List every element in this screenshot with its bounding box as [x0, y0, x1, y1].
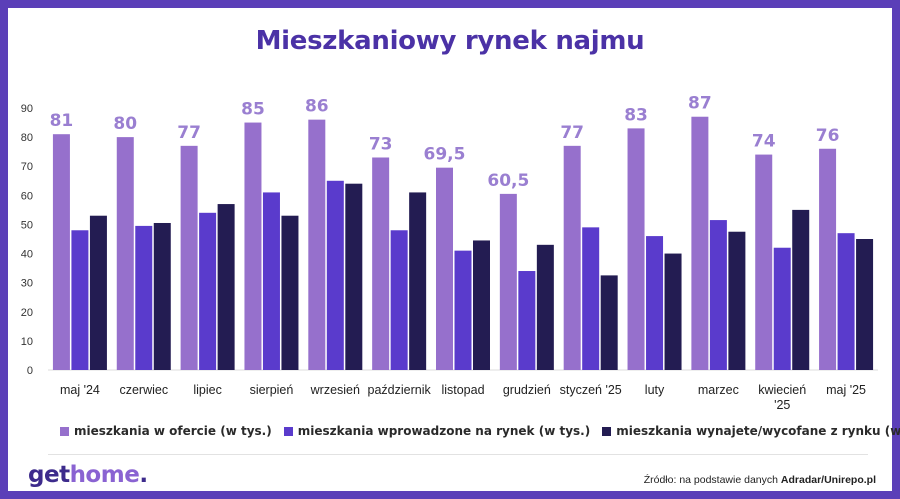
- bar-s1: [563, 145, 581, 370]
- data-label: 74: [752, 132, 776, 152]
- bar-s3: [600, 275, 618, 370]
- bar-s3: [217, 204, 235, 370]
- x-tick-label: grudzień: [503, 383, 551, 397]
- bar-s3: [153, 222, 171, 370]
- y-tick-label: 30: [21, 278, 33, 290]
- legend-label-offer: mieszkania w ofercie (w tys.): [74, 424, 272, 438]
- data-label: 83: [624, 105, 648, 125]
- y-tick-label: 80: [21, 132, 33, 144]
- legend-item-introduced: mieszkania wprowadzone na rynek (w tys.): [283, 424, 591, 438]
- data-label: 73: [369, 134, 393, 154]
- bar-s3: [345, 183, 363, 370]
- bar-s1: [627, 128, 645, 370]
- x-tick-label: listopad: [441, 383, 484, 397]
- legend-item-offer: mieszkania w ofercie (w tys.): [60, 424, 272, 438]
- y-tick-label: 60: [21, 190, 33, 202]
- bar-s2: [326, 180, 344, 370]
- bar-s1: [372, 157, 390, 370]
- x-tick-label: '25: [774, 398, 790, 412]
- bar-s2: [518, 271, 536, 370]
- data-label: 85: [241, 100, 265, 120]
- legend: mieszkania w ofercie (w tys.) mieszkania…: [60, 424, 900, 438]
- legend-item-rented: mieszkania wynajete/wycofane z rynku (w …: [602, 424, 900, 438]
- bar-s2: [582, 227, 600, 370]
- chart-card: Mieszkaniowy rynek najmu 0 10 20 30 40 50 60 70…: [8, 8, 900, 491]
- x-tick-label: maj '24: [60, 383, 100, 397]
- y-tick-label: 50: [21, 219, 33, 231]
- x-tick-label: lipiec: [193, 383, 222, 397]
- source-name: Adradar/Unirepo.pl: [780, 474, 876, 486]
- gethome-logo[interactable]: gethome.: [28, 462, 148, 488]
- bar-s3: [856, 239, 874, 370]
- bar-s2: [135, 225, 153, 370]
- bar-s2: [390, 230, 408, 370]
- bar-s2: [262, 192, 280, 370]
- data-label: 86: [305, 97, 329, 117]
- divider: [48, 454, 868, 455]
- source-prefix: Źródło: na podstawie danych: [643, 474, 781, 486]
- y-tick-label: 0: [27, 365, 33, 377]
- data-label: 69,5: [424, 145, 466, 165]
- bar-s1: [436, 167, 453, 370]
- y-tick-label: 40: [21, 249, 33, 261]
- data-label: 81: [50, 111, 74, 131]
- y-tick-label: 20: [21, 307, 33, 319]
- data-label: 87: [688, 94, 712, 114]
- x-tick-label: czerwiec: [119, 383, 168, 397]
- bar-s3: [409, 192, 427, 370]
- bar-s1: [691, 116, 709, 370]
- x-tick-label: luty: [645, 383, 665, 397]
- x-tick-label: maj '25: [826, 383, 866, 397]
- data-label: 76: [816, 126, 840, 146]
- source-note: Źródło: na podstawie danych Adradar/Unir…: [644, 474, 876, 486]
- data-label: 80: [113, 114, 137, 134]
- bar-s2: [71, 230, 89, 370]
- legend-swatch-rented: [602, 426, 612, 436]
- bar-s1: [52, 134, 70, 370]
- data-label: 77: [560, 123, 584, 143]
- data-label: 60,5: [487, 171, 529, 191]
- bar-s2: [646, 236, 664, 370]
- bar-s1: [308, 119, 326, 371]
- bar-s2: [773, 247, 791, 370]
- legend-label-introduced: mieszkania wprowadzone na rynek (w tys.): [297, 424, 591, 438]
- bar-s2: [709, 220, 727, 370]
- logo-text-get: get: [28, 462, 70, 488]
- x-tick-label: październik: [368, 383, 432, 397]
- x-tick-label: wrzesień: [310, 383, 360, 397]
- bar-s1: [116, 137, 134, 370]
- bar-s3: [89, 215, 107, 370]
- data-label: 77: [177, 123, 201, 143]
- x-tick-label: kwiecień: [758, 383, 806, 397]
- chart-title: Mieszkaniowy rynek najmu: [255, 26, 645, 56]
- bar-s1: [180, 145, 198, 370]
- bar-chart: 0 10 20 30 40 50 60 70 80 90 81 maj '24 80 czerwiec 77…: [21, 94, 878, 412]
- bar-s3: [664, 253, 682, 370]
- y-tick-label: 70: [21, 161, 33, 173]
- bar-s3: [473, 240, 490, 370]
- bar-s3: [536, 244, 554, 370]
- logo-text-home: home: [69, 462, 140, 488]
- logo-text-dot: .: [139, 462, 148, 488]
- bar-s3: [281, 215, 299, 370]
- bar-s1: [755, 154, 773, 370]
- x-tick-label: sierpień: [250, 383, 294, 397]
- bar-s2: [837, 233, 855, 370]
- y-tick-label: 90: [21, 103, 33, 115]
- x-tick-label: marzec: [698, 383, 739, 397]
- bar-s2: [199, 212, 217, 370]
- bar-s1: [244, 122, 262, 370]
- bar-s2: [454, 250, 472, 370]
- legend-swatch-introduced: [283, 426, 293, 436]
- bar-s3: [728, 231, 746, 370]
- bar-s1: [499, 193, 517, 370]
- bar-s3: [792, 209, 810, 370]
- legend-label-rented: mieszkania wynajete/wycofane z rynku (w …: [616, 424, 900, 438]
- bar-s1: [819, 148, 837, 370]
- legend-swatch-offer: [60, 426, 69, 436]
- x-tick-label: styczeń '25: [560, 383, 622, 397]
- y-tick-label: 10: [21, 336, 33, 348]
